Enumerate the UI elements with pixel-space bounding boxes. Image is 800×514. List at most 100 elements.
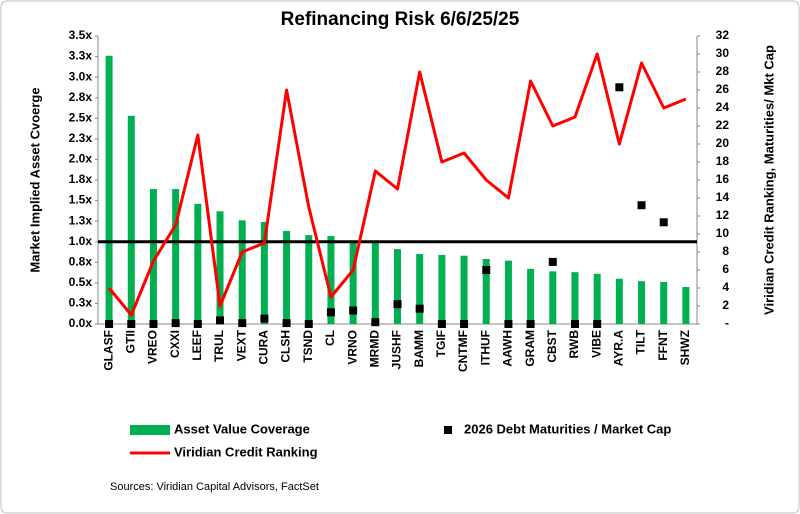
- bar: [349, 241, 357, 324]
- y-tick-label: 0.0x: [69, 316, 93, 330]
- source: Sources: Viridian Capital Advisors, Fact…: [110, 481, 319, 493]
- legend-label: Viridian Credit Ranking: [174, 444, 318, 459]
- marker: [437, 320, 446, 328]
- bar: [216, 211, 224, 324]
- y-tick-label: 0.8x: [69, 254, 93, 268]
- marker: [105, 320, 114, 328]
- y2-tick-label: 18: [716, 154, 730, 168]
- marker: [415, 304, 424, 313]
- legend-label: Asset Value Coverage: [174, 421, 310, 436]
- x-tick-label: AYR.A: [612, 330, 626, 367]
- y-tick-label: 3.3x: [69, 49, 93, 63]
- y2-tick-label: 4: [722, 280, 729, 294]
- x-tick-label: VIBE: [589, 330, 603, 358]
- y2-tick-label: 6: [722, 262, 729, 276]
- y-tick-label: 1.3x: [69, 213, 93, 227]
- x-tick-label: CNTMF: [456, 330, 470, 372]
- bar: [682, 286, 690, 324]
- bar: [238, 220, 246, 324]
- x-tick-label: CLSH: [279, 330, 293, 363]
- x-tick-label: TILT: [634, 329, 648, 354]
- chart-title: Refinancing Risk 6/6/25/25: [281, 9, 520, 30]
- y2-tick-label: 24: [716, 100, 730, 114]
- bar: [438, 254, 446, 324]
- x-tick-label: TRUL: [212, 330, 226, 362]
- y-tick-label: 3.0x: [69, 69, 93, 83]
- bar: [327, 235, 335, 324]
- marker: [149, 320, 158, 328]
- y2-tick-label: 10: [716, 226, 730, 240]
- marker: [304, 320, 313, 328]
- y2-axis-label: Viridian Credit Ranking, Maturities/ Mkt…: [761, 45, 776, 315]
- y2-tick-label: 30: [716, 46, 730, 60]
- bar: [482, 258, 490, 324]
- x-tick-label: TGIF: [434, 330, 448, 357]
- y2-tick-label: 2: [722, 298, 729, 312]
- bar: [460, 255, 468, 324]
- x-tick-label: MRMD: [367, 330, 381, 368]
- x-tick-label: GRAM: [523, 330, 537, 367]
- bar: [615, 278, 623, 324]
- marker: [238, 319, 247, 328]
- marker: [615, 83, 624, 92]
- line: [107, 52, 687, 317]
- marker: [593, 320, 602, 328]
- y2-tick-label: 8: [722, 244, 729, 258]
- y-tick-label: 1.5x: [69, 193, 93, 207]
- y-tick-label: 0.5x: [69, 275, 93, 289]
- bar: [260, 221, 268, 324]
- x-tick-label: GLASF: [101, 330, 115, 371]
- y2-tick-label: 28: [716, 64, 730, 78]
- bar: [504, 260, 512, 324]
- marker: [393, 300, 402, 309]
- marker: [326, 308, 335, 317]
- bar: [283, 231, 291, 324]
- bar: [527, 268, 535, 324]
- x-tick-label: GTII: [123, 330, 137, 353]
- marker: [570, 320, 579, 328]
- y2-tick-label: 32: [716, 28, 730, 42]
- marker: [216, 316, 225, 325]
- marker: [504, 320, 513, 328]
- x-tick-label: VRNO: [345, 330, 359, 365]
- y-tick-label: 0.3x: [69, 296, 93, 310]
- x-tick-label: CL: [323, 330, 337, 346]
- bar: [660, 282, 668, 324]
- x-tick-label: ITHUF: [478, 330, 492, 365]
- y2-tick-label: 16: [716, 172, 730, 186]
- y-tick-label: 2.3x: [69, 131, 93, 145]
- x-tick-label: BAMM: [412, 330, 426, 367]
- y2-tick-label: 12: [716, 208, 730, 222]
- y2-tick-label: 14: [716, 190, 730, 204]
- bar: [194, 203, 202, 324]
- x-tick-label: TSND: [301, 330, 315, 363]
- x-tick-label: FFNT: [656, 329, 670, 360]
- x-tick-label: RWB: [567, 330, 581, 359]
- bar: [127, 115, 135, 325]
- marker: [371, 318, 380, 327]
- x-tick-label: LEEF: [190, 330, 204, 361]
- marker: [171, 319, 180, 328]
- marker: [548, 257, 557, 266]
- y-tick-label: 2.5x: [69, 110, 93, 124]
- marker: [127, 320, 136, 328]
- y-tick-label: 3.5x: [69, 28, 93, 42]
- marker: [659, 218, 668, 227]
- bar: [549, 271, 557, 324]
- legend-swatch: [130, 425, 170, 435]
- marker: [349, 306, 358, 315]
- y-tick-label: 2.8x: [69, 90, 93, 104]
- marker: [282, 319, 291, 328]
- y2-tick-label: 22: [716, 118, 730, 132]
- x-tick-label: CURA: [257, 330, 271, 365]
- bar: [105, 55, 113, 325]
- x-tick-label: VEXT: [234, 329, 248, 361]
- y2-tick-label: 26: [716, 82, 730, 96]
- bar: [638, 281, 646, 324]
- y-tick-label: 2.0x: [69, 152, 93, 166]
- marker: [482, 266, 491, 274]
- y-tick-label: 1.8x: [69, 172, 93, 186]
- x-tick-label: JUSHF: [390, 330, 404, 369]
- bar: [394, 249, 401, 324]
